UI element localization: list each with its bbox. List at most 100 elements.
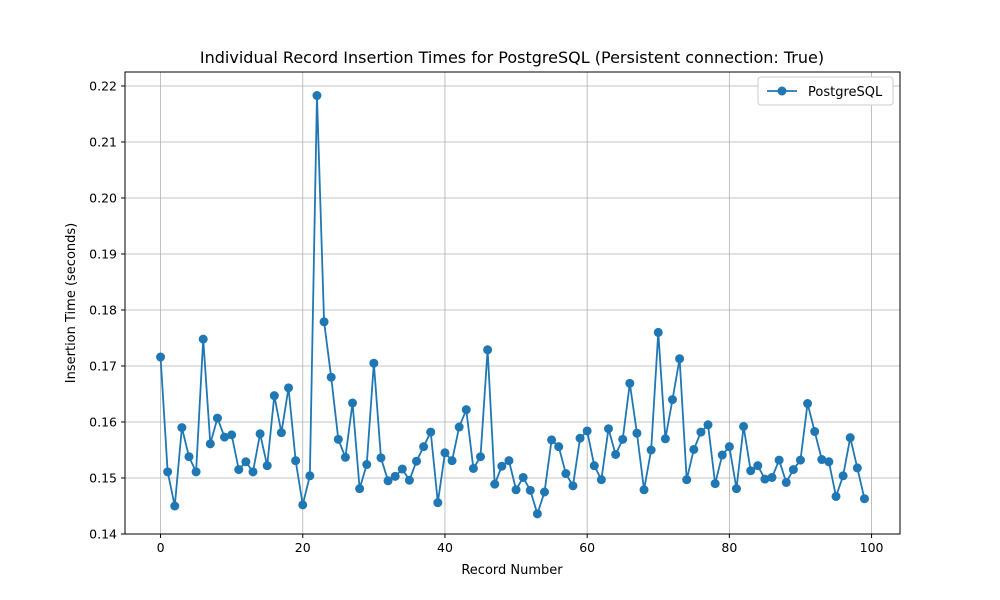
data-point xyxy=(355,484,365,494)
data-point xyxy=(582,426,592,436)
data-point xyxy=(319,317,329,327)
data-point xyxy=(248,467,258,477)
series-layer xyxy=(156,91,869,519)
legend: PostgreSQL xyxy=(757,76,894,106)
data-point xyxy=(682,475,692,485)
data-point xyxy=(781,477,791,487)
data-point xyxy=(483,345,493,355)
data-point xyxy=(724,442,734,452)
data-point xyxy=(191,467,201,477)
data-point xyxy=(454,422,464,432)
data-point xyxy=(163,467,173,477)
x-tick-label: 60 xyxy=(579,540,595,555)
x-tick-label: 0 xyxy=(157,540,165,555)
y-tick-label: 0.14 xyxy=(89,527,117,542)
data-point xyxy=(362,460,372,470)
plot-frame xyxy=(124,71,901,535)
data-point xyxy=(589,461,599,471)
y-axis-ticks: 0.14 0.15 0.16 0.17 0.18 0.19 0.20 0.21 0.22 xyxy=(89,79,125,542)
y-tick-label: 0.22 xyxy=(89,79,117,94)
y-tick-label: 0.18 xyxy=(89,303,117,318)
data-point xyxy=(447,456,457,466)
data-point xyxy=(731,484,741,494)
data-point xyxy=(262,461,272,471)
x-axis-label: Record Number xyxy=(461,563,563,578)
y-axis-label: Insertion Time (seconds) xyxy=(64,223,79,383)
data-point xyxy=(817,455,827,465)
data-point xyxy=(369,358,379,368)
legend-label: PostgreSQL xyxy=(808,85,883,100)
data-point xyxy=(184,452,194,462)
data-point xyxy=(618,434,628,444)
chart-title: Individual Record Insertion Times for Po… xyxy=(200,48,824,67)
data-point xyxy=(461,405,471,415)
data-point xyxy=(198,334,208,344)
data-point xyxy=(760,474,770,484)
data-point xyxy=(703,420,713,430)
data-point xyxy=(177,423,187,433)
data-point xyxy=(227,430,237,440)
data-point xyxy=(276,428,286,438)
data-point xyxy=(156,352,166,362)
data-point xyxy=(646,445,656,455)
data-point xyxy=(710,479,720,489)
data-point xyxy=(312,91,322,101)
data-point xyxy=(490,479,500,489)
x-axis-ticks: 0 20 40 60 80 100 xyxy=(157,534,884,555)
data-point xyxy=(220,432,230,442)
data-point xyxy=(675,354,685,364)
data-point xyxy=(803,399,813,409)
data-point xyxy=(774,455,784,465)
y-tick-label: 0.20 xyxy=(89,191,117,206)
data-point xyxy=(852,463,862,473)
data-point xyxy=(767,472,777,482)
data-point xyxy=(575,433,585,443)
data-point xyxy=(603,424,613,434)
data-point xyxy=(326,372,336,382)
data-point xyxy=(525,485,535,495)
legend-box xyxy=(757,76,894,106)
data-point xyxy=(824,457,834,467)
x-tick-label: 100 xyxy=(860,540,884,555)
data-point xyxy=(255,429,265,439)
data-point xyxy=(810,427,820,437)
y-tick-label: 0.19 xyxy=(89,247,117,262)
grid-lines xyxy=(125,72,900,535)
data-point xyxy=(838,471,848,481)
y-tick-label: 0.16 xyxy=(89,415,117,430)
data-point xyxy=(305,471,315,481)
data-point xyxy=(497,461,507,471)
data-point xyxy=(667,395,677,405)
data-point xyxy=(376,453,386,463)
data-point xyxy=(717,450,727,460)
data-point xyxy=(568,481,578,491)
legend-marker-swatch xyxy=(777,86,787,96)
data-point xyxy=(561,469,571,479)
data-point xyxy=(511,485,521,495)
data-point xyxy=(468,463,478,473)
data-point xyxy=(831,491,841,501)
data-point xyxy=(746,466,756,476)
data-point xyxy=(547,435,557,445)
data-point xyxy=(845,433,855,443)
data-point xyxy=(390,471,400,481)
data-point xyxy=(348,398,358,408)
data-point xyxy=(739,421,749,431)
data-point xyxy=(611,449,621,459)
data-point xyxy=(234,465,244,475)
data-point xyxy=(433,498,443,508)
data-point xyxy=(383,476,393,486)
data-point xyxy=(554,442,564,452)
data-point xyxy=(540,487,549,497)
data-point xyxy=(660,434,670,444)
data-point xyxy=(504,456,514,466)
x-tick-label: 40 xyxy=(437,540,453,555)
data-point xyxy=(532,509,542,519)
data-point xyxy=(625,378,635,388)
x-tick-label: 20 xyxy=(295,540,311,555)
data-point xyxy=(859,494,869,504)
data-point xyxy=(596,475,606,485)
data-point xyxy=(205,439,215,449)
data-point xyxy=(284,383,294,393)
data-point xyxy=(340,452,350,462)
